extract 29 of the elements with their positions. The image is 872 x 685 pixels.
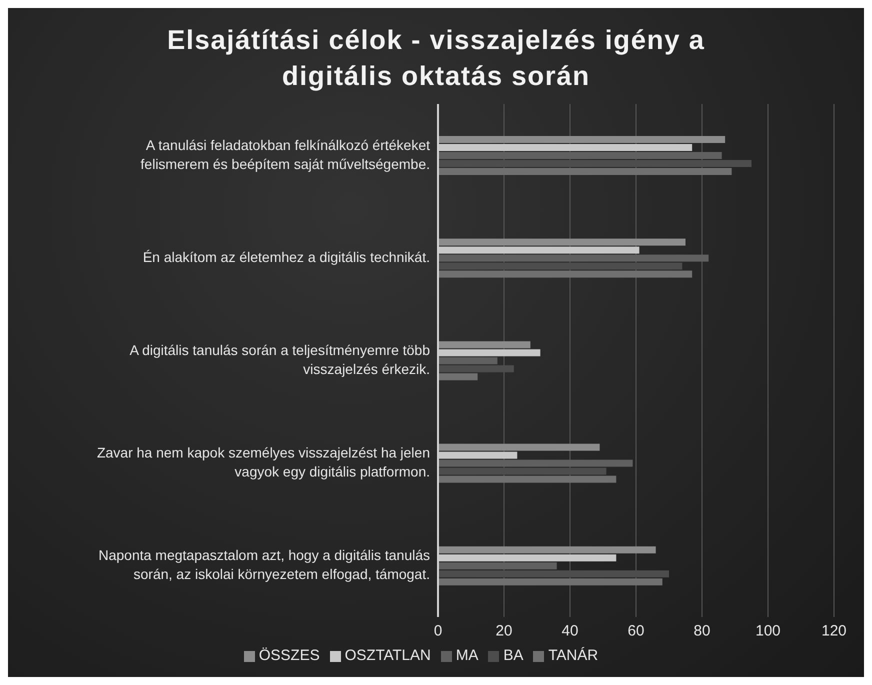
y-tick-label: A tanulási feladatokban felkínálkozó értékeket felismerem és beépítem saját műveltségembe.: [140, 136, 430, 172]
chart-title: Elsajátítási célok - visszajelzés igény a digitális oktatás során: [166, 24, 706, 93]
legend-label: BA: [503, 647, 524, 664]
bar: [438, 238, 686, 246]
x-tick-label: 120: [821, 622, 847, 640]
bar: [438, 341, 530, 348]
y-tick-label: Naponta megtapasztalom azt, hogy a digitális tanulás során, az iskolai környezetem elfogad, támogat.: [98, 546, 430, 582]
legend-label: MA: [456, 647, 478, 664]
x-tick-label: 100: [755, 622, 781, 640]
x-tick-label: 60: [628, 622, 644, 640]
bar: [438, 546, 656, 554]
y-tick-label: A digitális tanulás során a teljesítményemre több visszajelzés érkezik.: [130, 342, 430, 377]
x-tick-label: 80: [694, 622, 710, 640]
bar: [438, 168, 732, 175]
bar: [438, 373, 478, 380]
bar: [438, 444, 600, 451]
bar: [438, 578, 662, 586]
legend-label: ÖSSZES: [258, 647, 320, 664]
bar: [438, 476, 616, 483]
bar: [438, 357, 498, 364]
x-tick-label: 20: [496, 622, 512, 640]
y-tick-label: Én alakítom az életemhez a digitális technikát.: [142, 248, 430, 265]
x-tick-label: 40: [562, 622, 578, 640]
legend-label: OSZTATLAN: [344, 647, 431, 664]
y-tick-label: Zavar ha nem kapok személyes visszajelzést ha jelen vagyok egy digitális platformon.: [96, 444, 430, 480]
x-tick-label: 0: [434, 622, 442, 640]
bar: [438, 136, 726, 143]
bar: [438, 270, 692, 278]
legend-label: TANÁR: [548, 647, 598, 664]
